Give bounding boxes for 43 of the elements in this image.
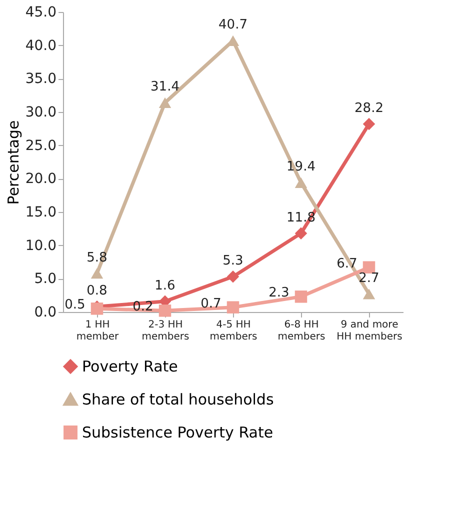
x-tick-label: 4-5 HH members [210,320,258,342]
y-tick-label: 5.0 [34,271,56,288]
legend-label: Poverty Rate [82,358,178,376]
x-tick-label: 2-3 HH members [142,320,190,342]
data-label: 2.7 [358,271,380,286]
legend-label: Share of total households [82,390,274,408]
data-label: 5.8 [86,250,108,266]
point [294,227,308,240]
point [226,301,240,314]
data-label: 6.7 [336,256,358,272]
y-tick-label: 40.0 [25,38,56,54]
point [226,270,240,283]
data-label: 0.8 [86,284,108,299]
y-tick-label: 20.0 [25,171,56,188]
y-tick-label: 0.0 [34,304,56,320]
y-tick-label: 35.0 [25,71,56,88]
point [362,118,376,130]
point [294,290,308,303]
x-tick-label: 9 and more HH members [336,320,402,342]
y-tick-label: 25.0 [25,138,56,154]
data-label: 40.7 [218,18,248,33]
data-label: 2.3 [268,286,290,301]
y-axis-title: Percentage [4,120,22,205]
point [90,268,104,279]
y-tick-label: 10.0 [25,238,56,254]
legend-label: Subsistence Poverty Rate [82,424,274,442]
data-label: 31.4 [150,80,180,95]
x-tick-label: 6-8 HH members [278,320,326,342]
point [362,288,376,300]
y-tick-label: 30.0 [25,104,56,120]
y-tick-label: 15.0 [25,204,56,220]
data-label: 0.2 [132,300,154,315]
point [158,97,172,108]
data-label: 19.4 [286,160,316,175]
point [294,177,308,188]
data-label: 5.3 [222,254,244,269]
x-tick-label: 1 HH member [76,320,120,342]
y-tick-label: 45.0 [25,4,56,20]
data-label: 0.7 [200,296,222,312]
data-label: 1.6 [154,278,176,294]
data-label: 28.2 [354,101,384,116]
point [158,304,172,317]
data-label: 0.5 [64,298,86,313]
